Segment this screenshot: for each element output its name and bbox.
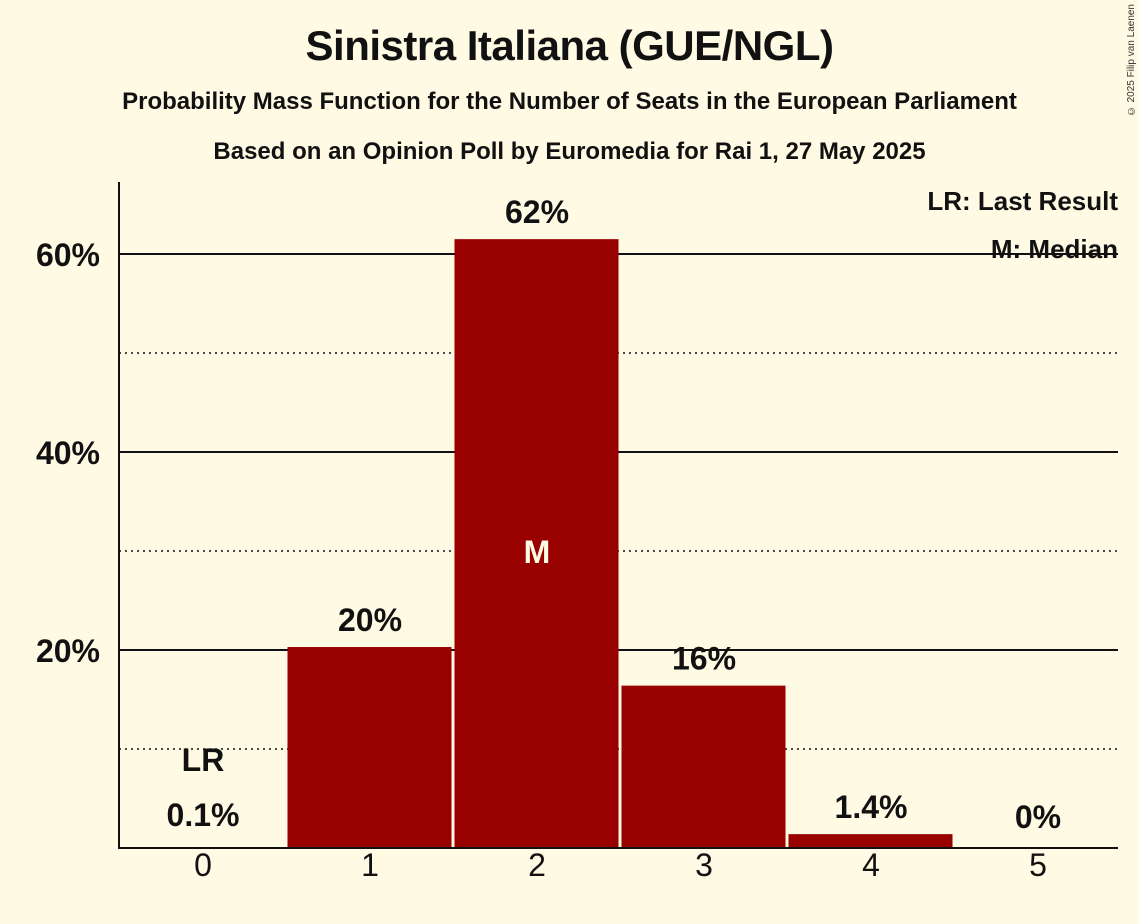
- bar: [287, 647, 452, 848]
- y-tick-label: 60%: [36, 237, 100, 273]
- bar-value-label: 0%: [1015, 799, 1061, 835]
- y-tick-label: 20%: [36, 633, 100, 669]
- chart-title: Sinistra Italiana (GUE/NGL): [305, 22, 834, 69]
- bar-value-label: 16%: [672, 641, 736, 677]
- bar-value-label: 62%: [505, 194, 569, 230]
- x-tick-label: 0: [194, 847, 212, 883]
- bar: [454, 239, 619, 848]
- bar-value-label: 0.1%: [167, 797, 240, 833]
- bar: [621, 685, 786, 848]
- bar-value-label: 20%: [338, 602, 402, 638]
- bar-value-label: 1.4%: [835, 789, 908, 825]
- x-tick-label: 1: [361, 847, 379, 883]
- x-tick-label: 3: [695, 847, 713, 883]
- chart-subtitle: Probability Mass Function for the Number…: [122, 88, 1017, 115]
- median-marker: M: [524, 534, 551, 570]
- bar: [788, 834, 953, 848]
- y-tick-label: 40%: [36, 435, 100, 471]
- x-tick-label: 2: [528, 847, 546, 883]
- legend-median: M: Median: [991, 234, 1118, 264]
- last-result-marker: LR: [182, 742, 225, 778]
- chart-source: Based on an Opinion Poll by Euromedia fo…: [213, 138, 926, 165]
- x-tick-label: 5: [1029, 847, 1047, 883]
- x-tick-label: 4: [862, 847, 880, 883]
- legend-last-result: LR: Last Result: [927, 186, 1118, 216]
